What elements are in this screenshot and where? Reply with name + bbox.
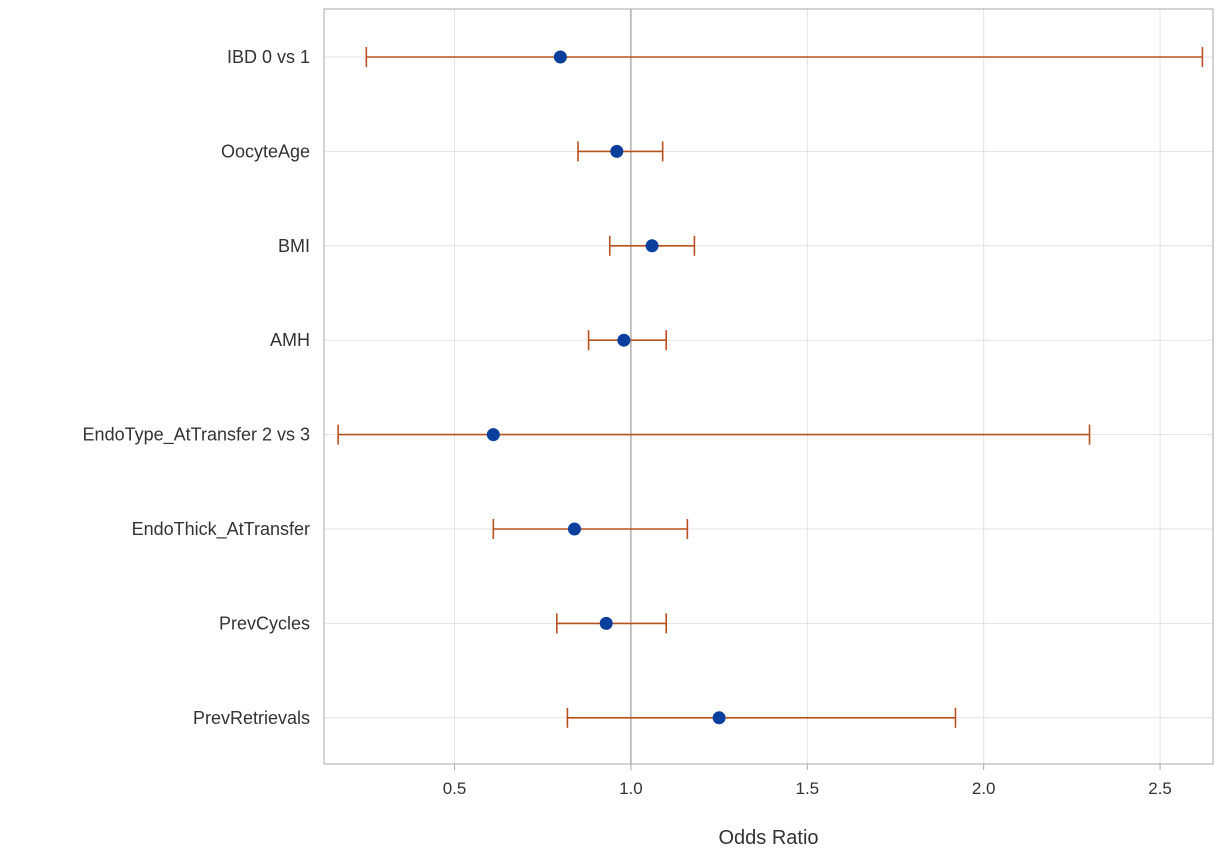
confidence-intervals <box>337 47 1204 728</box>
category-label: EndoType_AtTransfer 2 vs 3 <box>83 425 310 446</box>
point-estimate <box>567 522 581 536</box>
point-estimate <box>645 239 659 253</box>
category-label: PrevRetrievals <box>193 708 310 728</box>
x-tick-label: 0.5 <box>443 779 467 798</box>
category-label: IBD 0 vs 1 <box>227 47 310 67</box>
plot-frame <box>323 8 1214 765</box>
point-estimate <box>610 144 624 158</box>
category-labels: IBD 0 vs 1 OocyteAge BMI AMH EndoType_AtTran… <box>83 47 310 728</box>
point-estimate <box>599 616 613 630</box>
x-axis-tick-labels: 0.5 1.0 1.5 2.0 2.5 <box>443 764 1172 798</box>
x-tick-label: 1.5 <box>795 779 819 798</box>
category-label: AMH <box>270 330 310 350</box>
x-tick-label: 1.0 <box>619 779 643 798</box>
point-estimate <box>712 711 726 725</box>
point-estimates <box>486 50 726 725</box>
point-estimate <box>617 333 631 347</box>
point-estimate <box>486 428 500 442</box>
category-label: OocyteAge <box>221 141 310 161</box>
x-tick-label: 2.0 <box>972 779 996 798</box>
category-label: EndoThick_AtTransfer <box>132 519 310 540</box>
x-axis-title: Odds Ratio <box>718 827 818 849</box>
x-tick-label: 2.5 <box>1148 779 1172 798</box>
category-label: BMI <box>278 236 310 256</box>
category-label: PrevCycles <box>219 613 310 633</box>
point-estimate <box>553 50 567 64</box>
